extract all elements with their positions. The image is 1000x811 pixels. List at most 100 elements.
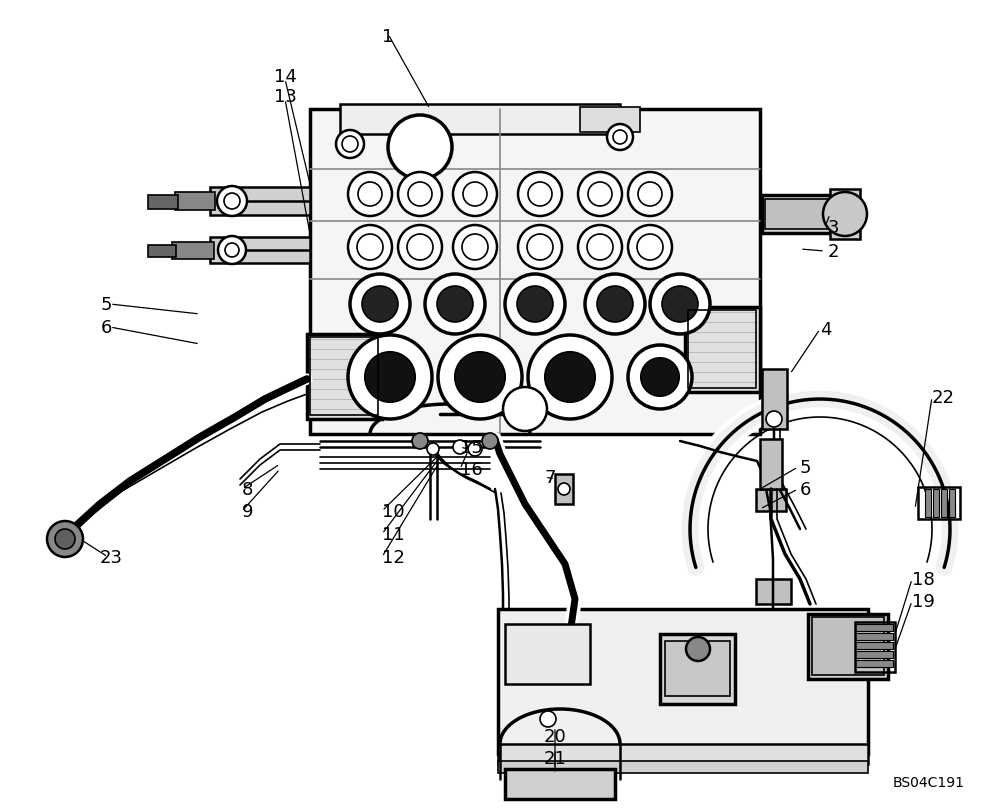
Bar [855,642,893,649]
Bar [756,579,791,604]
Bar [580,108,640,133]
Circle shape [607,125,633,151]
Circle shape [528,336,612,419]
Text: 11: 11 [382,526,405,543]
Circle shape [453,440,467,454]
Circle shape [362,286,398,323]
Circle shape [628,173,672,217]
Bar [855,624,893,631]
Circle shape [398,173,442,217]
Bar [210,238,310,264]
Circle shape [438,336,522,419]
Circle shape [463,182,487,207]
Circle shape [388,116,452,180]
Circle shape [407,234,433,260]
Circle shape [823,193,867,237]
Circle shape [348,336,432,419]
Circle shape [398,225,442,270]
Bar [808,614,888,679]
Text: 5: 5 [101,296,112,314]
Text: 21: 21 [544,749,566,767]
Circle shape [412,433,428,449]
Bar [505,769,615,799]
Circle shape [505,275,565,335]
Circle shape [517,286,553,323]
Circle shape [650,275,710,335]
Bar [555,474,573,504]
Circle shape [638,182,662,207]
Circle shape [540,711,556,727]
Circle shape [585,275,645,335]
Text: 13: 13 [274,88,296,106]
Bar [812,617,884,676]
Circle shape [641,358,679,397]
Bar [762,370,787,430]
Bar [148,195,178,210]
Bar [765,200,829,230]
Bar [855,622,895,672]
Bar [855,660,893,667]
Bar [941,489,947,517]
Bar [760,440,782,489]
Circle shape [462,234,488,260]
Circle shape [218,237,246,264]
Circle shape [342,137,358,152]
Circle shape [348,225,392,270]
Circle shape [613,131,627,145]
Circle shape [437,286,473,323]
Circle shape [578,225,622,270]
Text: 12: 12 [382,548,405,566]
Circle shape [545,352,595,403]
Text: BS04C191: BS04C191 [893,775,965,789]
Circle shape [686,637,710,661]
Circle shape [365,352,415,403]
Bar [310,109,760,435]
Bar [855,633,893,640]
Text: 6: 6 [101,319,112,337]
Circle shape [468,443,482,457]
Circle shape [628,345,692,410]
Text: 20: 20 [544,727,566,745]
Bar [855,651,893,659]
Bar [498,761,868,773]
Circle shape [425,275,485,335]
Text: 4: 4 [820,320,831,338]
Text: 7: 7 [545,469,556,487]
Text: 22: 22 [932,388,955,406]
Circle shape [453,225,497,270]
Bar [498,609,868,754]
Circle shape [427,444,439,456]
Circle shape [348,173,392,217]
Text: 3: 3 [828,219,839,237]
Bar [685,307,760,393]
Circle shape [766,411,782,427]
Circle shape [453,173,497,217]
Circle shape [637,234,663,260]
Bar [830,190,860,240]
Text: 9: 9 [242,502,254,521]
Circle shape [587,234,613,260]
Bar [933,489,939,517]
Text: 16: 16 [460,461,483,478]
Circle shape [588,182,612,207]
Text: 10: 10 [382,502,405,521]
Text: 15: 15 [460,439,483,457]
Circle shape [47,521,83,557]
Bar [756,489,786,512]
Bar [925,489,931,517]
Bar [660,634,735,704]
Circle shape [528,182,552,207]
Circle shape [503,388,547,431]
Text: 14: 14 [274,68,296,86]
Circle shape [558,483,570,496]
Bar [310,337,378,415]
Bar [688,311,756,388]
Text: 18: 18 [912,570,935,588]
Bar [762,195,832,234]
Text: 5: 5 [800,458,811,476]
Bar [148,246,176,258]
Circle shape [518,173,562,217]
Circle shape [350,275,410,335]
Bar [210,188,310,216]
Circle shape [518,225,562,270]
